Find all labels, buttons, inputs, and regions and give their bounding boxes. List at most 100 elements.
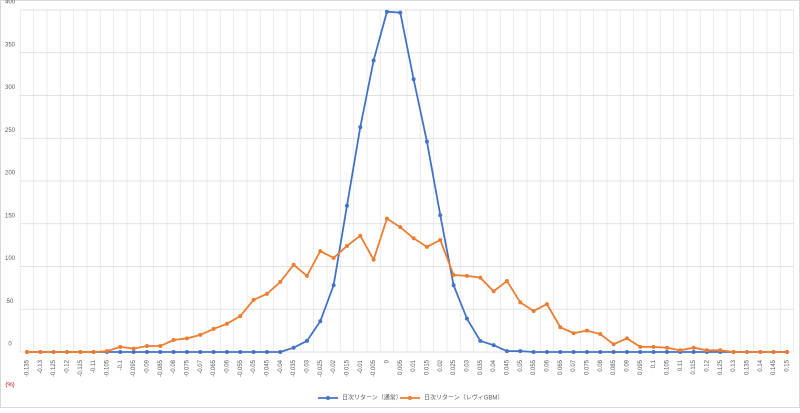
data-point	[464, 273, 469, 278]
data-point	[518, 300, 523, 305]
data-point	[438, 213, 443, 218]
data-point	[491, 289, 496, 294]
data-point	[771, 350, 776, 354]
data-point	[344, 243, 349, 248]
data-point	[264, 291, 269, 296]
data-point	[238, 314, 243, 319]
x-tick-label: -0.13	[38, 359, 44, 373]
x-tick-label: 0.08	[598, 359, 604, 371]
data-point	[451, 273, 456, 278]
data-point	[304, 338, 309, 343]
data-point	[651, 344, 656, 349]
data-point	[344, 203, 349, 208]
x-tick-label: -0.065	[211, 359, 217, 377]
y-tick-label: 200	[5, 171, 16, 177]
x-tick-label: -0.1	[118, 359, 124, 370]
data-point	[558, 325, 563, 330]
data-point	[91, 350, 96, 354]
x-tick-label: -0.125	[51, 359, 57, 377]
data-point	[531, 350, 536, 354]
data-point	[158, 344, 163, 349]
data-point	[518, 349, 523, 354]
x-tick-label: 0.105	[665, 359, 671, 375]
data-point	[24, 350, 29, 354]
y-tick-label: 0	[8, 342, 12, 348]
x-tick-label: 0.085	[611, 359, 617, 375]
data-point	[118, 350, 123, 354]
x-tick-label: 0.02	[438, 359, 444, 371]
data-point	[664, 345, 669, 350]
x-tick-label: -0.05	[251, 359, 257, 373]
x-tick-label: 0.135	[745, 359, 751, 375]
data-point	[144, 344, 149, 349]
data-point	[638, 350, 643, 354]
x-tick-label: 0.06	[545, 359, 551, 371]
data-point	[291, 345, 296, 350]
data-point	[504, 349, 509, 354]
data-point	[571, 331, 576, 336]
data-point	[371, 58, 376, 63]
data-point	[504, 279, 509, 284]
y-tick-label: 350	[5, 42, 16, 48]
x-tick-label: -0.04	[278, 359, 284, 373]
x-tick-label: 0.095	[638, 359, 644, 375]
x-tick-label: -0.105	[105, 359, 111, 377]
data-point	[691, 350, 696, 354]
legend-label: 日次リターン（レヴィGBM）	[424, 394, 503, 402]
x-unit: (%)	[5, 383, 14, 389]
data-point	[278, 350, 283, 354]
x-tick-label: 0.065	[558, 359, 564, 375]
x-tick-label: -0.015	[345, 359, 351, 377]
data-point	[131, 350, 136, 354]
data-point	[211, 350, 216, 354]
data-point	[171, 338, 176, 343]
series-line	[26, 10, 787, 353]
x-tick-label: -0.03	[305, 359, 311, 373]
x-tick-label: -0.055	[238, 359, 244, 377]
data-point	[38, 350, 43, 354]
x-tick-label: -0.07	[198, 359, 204, 373]
data-point	[398, 225, 403, 230]
data-point	[158, 350, 163, 354]
data-point	[144, 350, 149, 354]
series-line	[26, 217, 787, 353]
x-tick-label: 0.11	[678, 359, 684, 371]
x-tick-label: -0.075	[185, 359, 191, 377]
data-point	[224, 350, 229, 354]
data-point	[171, 350, 176, 354]
data-point	[291, 262, 296, 267]
data-point	[611, 350, 616, 354]
data-point	[331, 283, 336, 288]
data-point	[411, 77, 416, 82]
x-tick-label: 0.005	[398, 359, 404, 375]
data-point	[424, 244, 429, 249]
x-tick-label: -0.035	[291, 359, 297, 377]
x-tick-label: 0.075	[585, 359, 591, 375]
x-tick-label: 0.01	[411, 359, 417, 371]
data-point	[478, 338, 483, 343]
data-point	[584, 328, 589, 333]
legend-label: 日次リターン（通常）	[342, 394, 402, 402]
data-point	[651, 350, 656, 354]
data-point	[491, 343, 496, 348]
data-point	[318, 249, 323, 254]
x-tick-label: 0.05	[518, 359, 524, 371]
x-tick-label: 0	[385, 359, 391, 363]
data-point	[224, 321, 229, 326]
data-point	[78, 350, 83, 354]
data-point	[238, 350, 243, 354]
x-tick-label: 0.09	[625, 359, 631, 371]
y-tick-label: 150	[5, 213, 16, 219]
x-tick-label: 0.1	[651, 359, 657, 368]
x-tick-label: -0.12	[65, 359, 71, 373]
x-tick-label: -0.095	[131, 359, 137, 377]
data-point	[718, 348, 723, 353]
data-point	[384, 216, 389, 221]
x-tick-label: 0.12	[705, 359, 711, 371]
y-tick-label: 400	[5, 0, 16, 6]
data-point	[198, 350, 203, 354]
data-point	[584, 350, 589, 354]
data-point	[358, 125, 363, 130]
x-tick-label: -0.005	[371, 359, 377, 377]
